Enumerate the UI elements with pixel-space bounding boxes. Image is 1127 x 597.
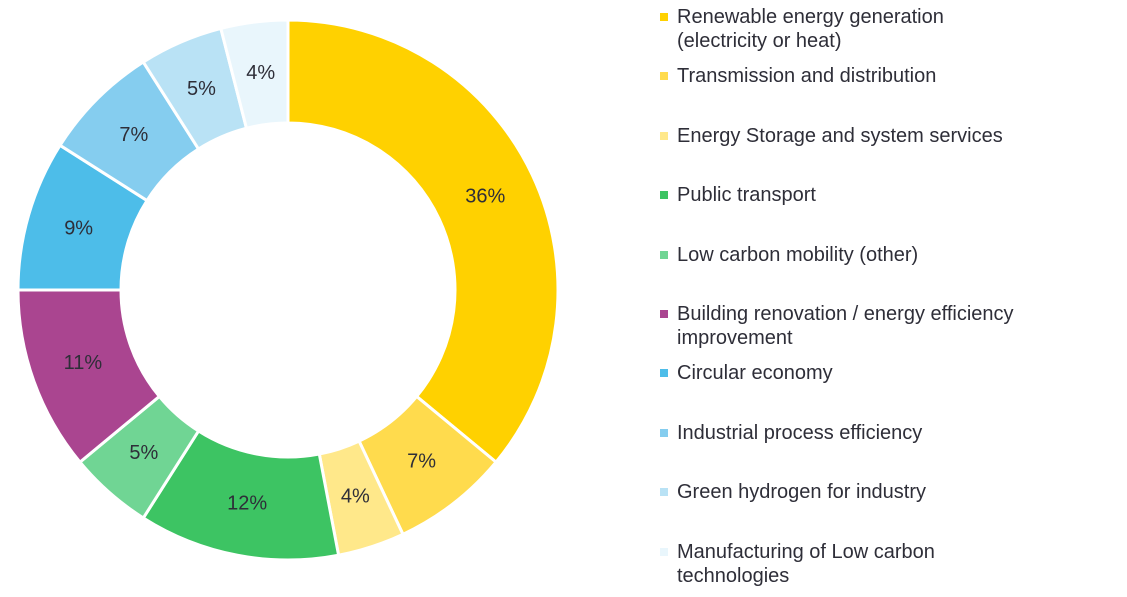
data-label: 11%: [64, 352, 103, 374]
legend-swatch: [660, 547, 668, 556]
legend-swatch: [660, 488, 668, 497]
legend-swatch: [660, 250, 668, 259]
legend-label: Public transport: [677, 184, 816, 207]
legend-label: Building renovation / energy efficiency …: [677, 303, 1014, 349]
legend-label: Low carbon mobility (other): [677, 243, 919, 266]
legend-label: Renewable energy generation (electricity…: [677, 6, 944, 52]
data-label: 9%: [64, 217, 93, 239]
donut-segment: [286, 18, 560, 465]
legend-label: Circular economy: [677, 362, 833, 385]
legend-swatch: [660, 72, 668, 81]
legend-label: Manufacturing of Low carbon technologies: [677, 540, 935, 587]
donut-segment: [219, 18, 290, 131]
data-label: 7%: [119, 124, 148, 146]
chart: 36% 7% 4% 12% 5% 11% 9% 7% 5% 4%: [16, 18, 560, 562]
legend-label: Transmission and distribution: [677, 65, 937, 88]
legend-label: Green hydrogen for industry: [677, 481, 927, 504]
data-label: 5%: [187, 78, 216, 100]
legend-swatch: [660, 131, 668, 140]
data-label: 4%: [246, 62, 275, 84]
legend-swatch: [660, 369, 668, 378]
data-label: 5%: [129, 442, 158, 464]
legend-swatch: [660, 310, 668, 318]
legend-swatch: [660, 13, 668, 21]
legend: Renewable energy generation (electricity…: [660, 0, 1120, 597]
legend-label: Industrial process efficiency: [677, 421, 923, 444]
legend-swatch: [660, 191, 668, 200]
legend-label: Energy Storage and system services: [677, 124, 1003, 147]
data-label: 4%: [341, 486, 370, 508]
data-label: 36%: [465, 185, 505, 207]
data-label: 7%: [407, 451, 436, 473]
data-label: 12%: [227, 492, 267, 514]
legend-swatch: [660, 428, 668, 437]
